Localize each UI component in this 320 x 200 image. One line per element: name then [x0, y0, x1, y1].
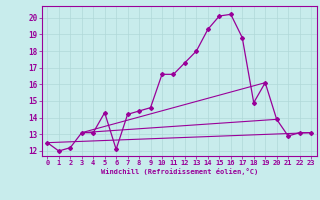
X-axis label: Windchill (Refroidissement éolien,°C): Windchill (Refroidissement éolien,°C) [100, 168, 258, 175]
